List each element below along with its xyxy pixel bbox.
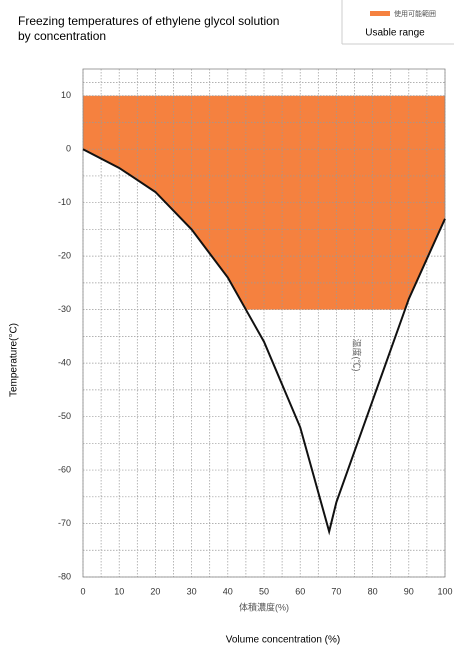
y-tick-label: -80 (58, 571, 71, 581)
y-tick-label: -50 (58, 411, 71, 421)
x-tick-label: 40 (223, 586, 233, 596)
y-tick-label: -30 (58, 304, 71, 314)
x-tick-label: 60 (295, 586, 305, 596)
y-tick-label: 10 (61, 90, 71, 100)
y-axis-label-original: 温度(℃) (352, 339, 363, 372)
y-tick-label: -40 (58, 357, 71, 367)
y-axis-label: Temperature(°C) (9, 323, 20, 397)
x-tick-label: 100 (437, 586, 452, 596)
x-tick-label: 70 (331, 586, 341, 596)
x-axis-label: Volume concentration (%) (226, 635, 341, 646)
y-tick-label: -20 (58, 251, 71, 261)
x-tick-label: 0 (80, 586, 85, 596)
y-tick-label: -60 (58, 464, 71, 474)
y-tick-label: -70 (58, 518, 71, 528)
y-tick-label: -10 (58, 197, 71, 207)
legend-swatch (370, 11, 390, 16)
x-tick-label: 90 (404, 586, 414, 596)
x-tick-label: 80 (368, 586, 378, 596)
plot-frame (82, 68, 446, 578)
x-tick-label: 30 (187, 586, 197, 596)
x-tick-label: 20 (150, 586, 160, 596)
x-tick-label: 50 (259, 586, 269, 596)
x-axis-label-original: 体積濃度(%) (239, 601, 289, 612)
legend-label-original: 使用可能範囲 (394, 9, 436, 18)
x-tick-label: 10 (114, 586, 124, 596)
chart-title: Freezing temperatures of ethylene glycol… (18, 14, 279, 28)
y-tick-label: 0 (66, 144, 71, 154)
legend-label: Usable range (365, 28, 425, 39)
line (82, 148, 446, 536)
chart-title: by concentration (18, 29, 106, 43)
